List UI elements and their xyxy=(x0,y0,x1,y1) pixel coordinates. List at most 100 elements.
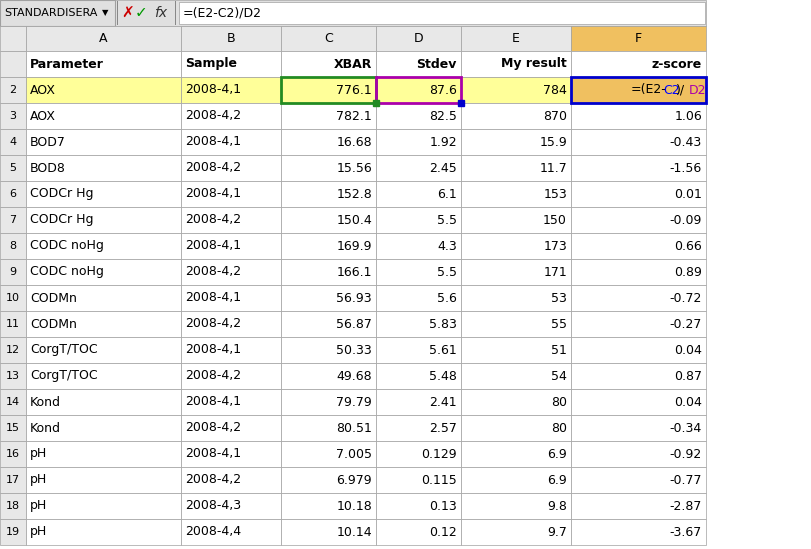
Text: 173: 173 xyxy=(543,239,566,253)
Bar xyxy=(570,181,705,207)
Bar xyxy=(375,337,461,363)
Text: 14: 14 xyxy=(6,397,20,407)
Bar xyxy=(461,233,570,259)
Text: 2008-4,2: 2008-4,2 xyxy=(185,109,241,122)
Text: 0.89: 0.89 xyxy=(673,266,702,278)
Bar xyxy=(375,26,461,51)
Bar xyxy=(26,441,181,467)
Text: -0.09: -0.09 xyxy=(669,214,702,227)
Bar xyxy=(0,415,26,441)
Bar xyxy=(375,363,461,389)
Text: 5.48: 5.48 xyxy=(428,369,457,383)
Text: 2008-4,2: 2008-4,2 xyxy=(185,161,241,175)
Text: D: D xyxy=(413,32,423,45)
Bar xyxy=(281,129,375,155)
Bar xyxy=(461,77,570,103)
Text: 56.87: 56.87 xyxy=(336,317,371,330)
Bar xyxy=(0,77,26,103)
Text: 150.4: 150.4 xyxy=(336,214,371,227)
Bar xyxy=(181,259,281,285)
Text: 5.83: 5.83 xyxy=(428,317,457,330)
Bar xyxy=(181,285,281,311)
Bar xyxy=(181,363,281,389)
Bar xyxy=(461,415,570,441)
Bar xyxy=(181,389,281,415)
Text: fx: fx xyxy=(154,6,167,20)
Bar xyxy=(117,1,118,25)
Bar xyxy=(181,129,281,155)
Text: 0.129: 0.129 xyxy=(421,447,457,461)
Bar xyxy=(26,103,181,129)
Text: 0.115: 0.115 xyxy=(421,473,457,486)
Text: C: C xyxy=(324,32,333,45)
Text: CorgT/TOC: CorgT/TOC xyxy=(30,344,97,356)
Bar xyxy=(461,181,570,207)
Bar xyxy=(0,26,26,51)
Text: 10: 10 xyxy=(6,293,20,303)
Bar xyxy=(0,285,26,311)
Text: 51: 51 xyxy=(551,344,566,356)
Bar xyxy=(26,77,181,103)
Bar xyxy=(26,519,181,545)
Bar xyxy=(461,259,570,285)
Text: 6.9: 6.9 xyxy=(547,473,566,486)
Text: 4: 4 xyxy=(10,137,16,147)
Text: 784: 784 xyxy=(543,83,566,97)
Text: 2008-4,2: 2008-4,2 xyxy=(185,422,241,434)
Bar xyxy=(281,181,375,207)
Text: AOX: AOX xyxy=(30,83,56,97)
Text: CODMn: CODMn xyxy=(30,292,77,305)
Bar xyxy=(281,285,375,311)
Bar xyxy=(0,493,26,519)
Bar xyxy=(570,363,705,389)
Text: XBAR: XBAR xyxy=(333,58,371,70)
Text: B: B xyxy=(226,32,235,45)
Text: ▼: ▼ xyxy=(101,8,108,18)
Bar xyxy=(281,493,375,519)
Bar xyxy=(181,77,281,103)
Text: BOD7: BOD7 xyxy=(30,136,66,148)
Text: CODCr Hg: CODCr Hg xyxy=(30,214,93,227)
Bar xyxy=(461,285,570,311)
Bar xyxy=(26,233,181,259)
Bar xyxy=(26,129,181,155)
Text: STANDARDISERA: STANDARDISERA xyxy=(4,8,97,18)
Bar xyxy=(461,389,570,415)
Bar xyxy=(375,103,461,129)
Text: 6.9: 6.9 xyxy=(547,447,566,461)
Bar xyxy=(0,441,26,467)
Bar xyxy=(461,337,570,363)
Bar xyxy=(570,285,705,311)
Bar xyxy=(26,467,181,493)
Text: 0.13: 0.13 xyxy=(429,500,457,513)
Text: 10.18: 10.18 xyxy=(336,500,371,513)
Text: 79.79: 79.79 xyxy=(336,395,371,408)
Bar xyxy=(281,441,375,467)
Bar xyxy=(0,519,26,545)
Bar xyxy=(0,103,26,129)
Text: 0.04: 0.04 xyxy=(673,344,702,356)
Text: 1.06: 1.06 xyxy=(673,109,702,122)
Text: 2: 2 xyxy=(10,85,16,95)
Bar xyxy=(181,467,281,493)
Bar xyxy=(375,467,461,493)
Bar xyxy=(461,519,570,545)
Text: 6: 6 xyxy=(10,189,16,199)
Bar xyxy=(375,51,461,77)
Bar xyxy=(570,311,705,337)
Text: Stdev: Stdev xyxy=(416,58,457,70)
Text: CODC noHg: CODC noHg xyxy=(30,266,104,278)
Bar xyxy=(570,337,705,363)
Bar xyxy=(570,103,705,129)
Text: 2008-4,1: 2008-4,1 xyxy=(185,239,241,253)
Bar xyxy=(570,155,705,181)
Bar xyxy=(26,363,181,389)
Text: ✗: ✗ xyxy=(122,5,134,20)
Bar xyxy=(375,311,461,337)
Text: 2008-4,1: 2008-4,1 xyxy=(185,447,241,461)
Bar xyxy=(570,129,705,155)
Bar xyxy=(281,467,375,493)
Bar xyxy=(570,519,705,545)
Text: 5.5: 5.5 xyxy=(436,214,457,227)
Text: 782.1: 782.1 xyxy=(336,109,371,122)
